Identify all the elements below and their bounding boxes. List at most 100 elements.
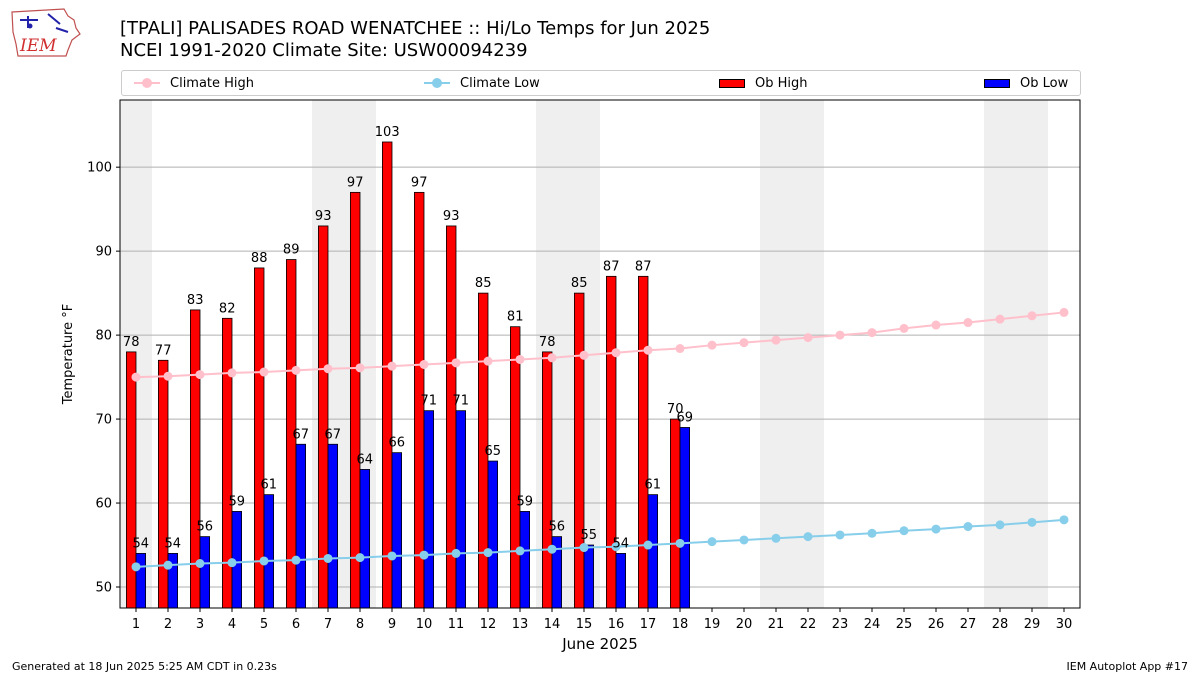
- ob-high-value-label: 82: [219, 301, 236, 316]
- ob-low-bar: [455, 410, 467, 609]
- climate-low-point: [291, 555, 301, 565]
- climate-high-point: [675, 344, 685, 354]
- climate-high-point: [1059, 307, 1069, 317]
- x-tick-label: 8: [356, 617, 364, 632]
- climate-high-point: [163, 371, 173, 381]
- x-tick-label: 16: [608, 617, 625, 632]
- climate-high-point: [995, 314, 1005, 324]
- ob-low-value-label: 61: [261, 478, 278, 493]
- iem-logo: IEM: [8, 6, 82, 60]
- climate-low-point: [611, 542, 621, 552]
- ob-low-value-label: 61: [645, 478, 662, 493]
- climate-low-line: [135, 518, 1065, 568]
- legend-item-ob-high: Ob High: [719, 71, 808, 95]
- climate-high-point: [515, 354, 525, 364]
- climate-low-point: [451, 548, 461, 558]
- ob-high-value-label: 83: [187, 293, 204, 308]
- ob-high-value-label: 93: [443, 209, 460, 224]
- ob-low-value-label: 56: [549, 520, 566, 535]
- x-tick-label: 1: [132, 617, 140, 632]
- ob-low-bar: [487, 460, 499, 609]
- x-tick-label: 4: [228, 617, 236, 632]
- climate-low-point: [867, 528, 877, 538]
- iem-logo-text: IEM: [19, 36, 57, 56]
- climate-low-point: [675, 538, 685, 548]
- ob-low-bar: [199, 536, 211, 609]
- ob-high-value-label: 78: [123, 335, 140, 350]
- ob-low-value-label: 55: [581, 528, 598, 543]
- climate-low-point: [707, 537, 717, 547]
- generated-timestamp: Generated at 18 Jun 2025 5:25 AM CDT in …: [12, 660, 277, 673]
- x-tick-label: 21: [768, 617, 785, 632]
- climate-low-point: [259, 556, 269, 566]
- ob-high-value-label: 85: [571, 276, 588, 291]
- climate-high-point: [387, 361, 397, 371]
- climate-low-point: [227, 558, 237, 568]
- climate-low-point: [195, 558, 205, 568]
- ob-high-value-label: 97: [347, 175, 364, 190]
- ob-high-value-label: 88: [251, 251, 268, 266]
- ob-high-value-label: 85: [475, 276, 492, 291]
- chart-legend: Climate High Climate Low Ob High Ob Low: [121, 70, 1081, 96]
- ob-low-bar: [359, 469, 371, 609]
- x-tick-label: 5: [260, 617, 268, 632]
- ob-low-value-label: 54: [133, 536, 150, 551]
- x-tick-label: 9: [388, 617, 396, 632]
- ob-low-value-label: 69: [677, 410, 694, 425]
- y-tick-label: 80: [95, 329, 112, 344]
- x-tick-label: 30: [1056, 617, 1073, 632]
- climate-high-point: [259, 367, 269, 377]
- x-tick-label: 17: [640, 617, 657, 632]
- ob-low-value-label: 67: [293, 427, 310, 442]
- ob-high-value-label: 77: [155, 343, 172, 358]
- legend-item-climate-high: Climate High: [134, 71, 254, 95]
- ob-low-value-label: 64: [357, 452, 374, 467]
- legend-label-climate-high: Climate High: [170, 75, 255, 91]
- x-tick-label: 7: [324, 617, 332, 632]
- x-tick-label: 6: [292, 617, 300, 632]
- ob-high-bar: [381, 141, 393, 609]
- x-tick-label: 11: [448, 617, 465, 632]
- ob-low-bar: [263, 494, 275, 609]
- x-tick-label: 12: [480, 617, 497, 632]
- climate-high-point: [611, 348, 621, 358]
- ob-low-bar: [679, 427, 691, 609]
- y-tick-label: 100: [87, 161, 112, 176]
- climate-high-point: [707, 340, 717, 350]
- ob-high-value-label: 87: [603, 259, 620, 274]
- ob-low-value-label: 56: [197, 520, 214, 535]
- ob-high-value-label: 93: [315, 209, 332, 224]
- climate-high-point: [131, 372, 141, 382]
- climate-low-point: [163, 560, 173, 570]
- ob-high-value-label: 89: [283, 243, 300, 258]
- climate-high-point: [547, 353, 557, 363]
- x-tick-label: 23: [832, 617, 849, 632]
- climate-high-point: [867, 328, 877, 338]
- climate-high-point: [803, 333, 813, 343]
- ob-low-bar: [583, 544, 595, 609]
- x-tick-label: 10: [416, 617, 433, 632]
- ob-high-value-label: 97: [411, 175, 428, 190]
- ob-low-bar: [327, 443, 339, 609]
- y-tick-label: 90: [95, 245, 112, 260]
- legend-item-ob-low: Ob Low: [984, 71, 1068, 95]
- ob-high-bar: [542, 351, 553, 609]
- climate-low-point: [483, 548, 493, 558]
- ob-low-value-label: 59: [517, 494, 534, 509]
- climate-high-point: [483, 356, 493, 366]
- ob-high-value-label: 87: [635, 259, 652, 274]
- climate-low-point: [515, 546, 525, 556]
- x-tick-label: 26: [928, 617, 945, 632]
- ob-low-value-label: 71: [453, 394, 470, 409]
- climate-low-point: [387, 551, 397, 561]
- x-tick-label: 19: [704, 617, 721, 632]
- ob-high-bar: [157, 359, 169, 609]
- ob-low-value-label: 59: [229, 494, 246, 509]
- climate-low-point: [131, 562, 141, 572]
- climate-low-legend-swatch: [424, 78, 450, 88]
- ob-low-value-label: 67: [325, 427, 342, 442]
- climate-high-point: [931, 320, 941, 330]
- climate-low-point: [835, 530, 845, 540]
- ob-high-bar: [670, 418, 681, 609]
